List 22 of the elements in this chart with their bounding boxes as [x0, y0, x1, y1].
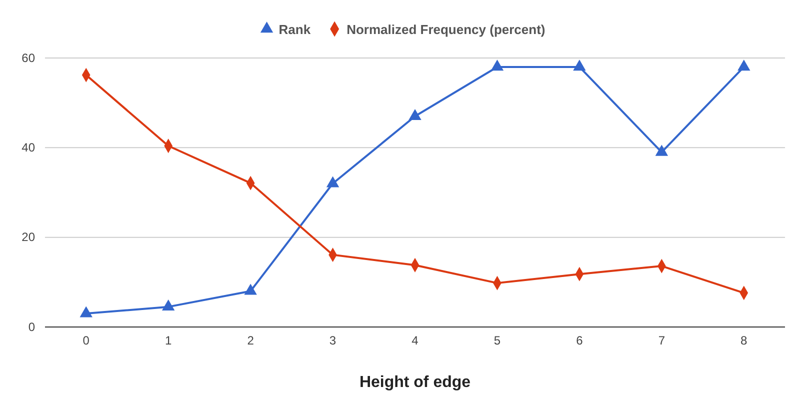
x-tick-label: 1 [164, 334, 172, 348]
x-tick-label: 6 [576, 334, 584, 348]
x-tick-label: 7 [658, 334, 666, 348]
legend-label: Rank [278, 22, 312, 37]
x-tick-label: 5 [494, 334, 501, 348]
x-tick-label: 4 [412, 334, 419, 348]
point [573, 60, 586, 71]
x-tick-label: 0 [82, 334, 90, 348]
point [490, 60, 504, 71]
legend-label: Normalized Frequency (percent) [346, 22, 546, 37]
point [408, 108, 422, 120]
x-axis-title: Height of edge [359, 374, 471, 391]
y-tick-label: 40 [22, 140, 36, 155]
y-tick-label: 60 [22, 50, 36, 65]
point [326, 176, 340, 188]
y-tick-label: 20 [22, 230, 36, 244]
x-tick-label: 8 [740, 334, 748, 348]
x-tick-label: 2 [247, 334, 254, 348]
x-tick-label: 3 [329, 334, 336, 348]
point [655, 144, 668, 156]
point [738, 60, 750, 71]
y-tick-label: 0 [28, 320, 36, 334]
